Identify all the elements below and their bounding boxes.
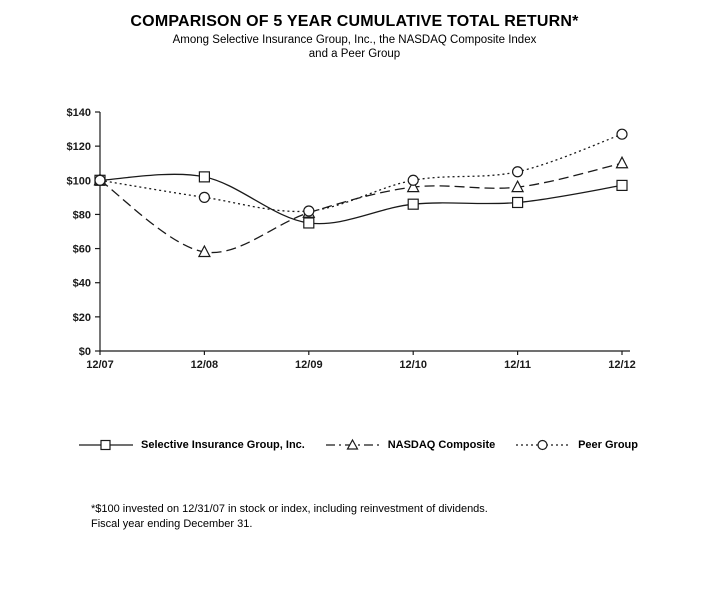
series-line-solid <box>99 173 623 225</box>
y-tick-label: $100 <box>67 175 91 187</box>
circle-marker <box>303 205 315 217</box>
series-line-dashed <box>99 162 623 254</box>
chart-subtitle-line1: Among Selective Insurance Group, Inc., t… <box>172 34 537 46</box>
triangle-marker <box>197 244 211 258</box>
dashed-line-triangle-marker-icon <box>325 438 380 450</box>
y-tick-label: $80 <box>73 209 91 221</box>
legend: Selective Insurance Group, Inc. NASDAQ C… <box>78 438 638 452</box>
y-tick-label: $40 <box>73 278 91 290</box>
footnote: *$100 invested on 12/31/07 in stock or i… <box>91 502 488 531</box>
square-marker <box>407 198 419 210</box>
chart-subtitle: Among Selective Insurance Group, Inc., t… <box>0 33 709 61</box>
y-tick-label: $0 <box>79 346 91 358</box>
triangle-marker <box>406 179 420 193</box>
square-marker <box>198 171 210 183</box>
chart-title: COMPARISON OF 5 YEAR CUMULATIVE TOTAL RE… <box>130 13 579 30</box>
y-tick-label: $120 <box>67 141 91 153</box>
series-line-dotted <box>99 133 623 213</box>
dotted-line-circle-marker-icon <box>516 439 571 451</box>
chart-subtitle-line2: and a Peer Group <box>308 48 401 60</box>
x-tick-label: 12/11 <box>504 359 531 371</box>
solid-line-square-marker-icon <box>79 439 133 451</box>
legend-label-peer: Peer Group <box>578 439 638 451</box>
square-marker <box>616 179 628 192</box>
legend-item-peer: Peer Group <box>515 438 638 452</box>
triangle-marker <box>511 179 525 193</box>
plot-area: $0 $20 $40 $60 $80 $100 $120 $140 12/07 12/08 12/0… <box>67 107 636 371</box>
x-tick-label: 12/10 <box>399 359 427 371</box>
circle-marker <box>198 191 210 203</box>
footnote-line1: *$100 invested on 12/31/07 in stock or i… <box>91 503 488 515</box>
legend-item-selective: Selective Insurance Group, Inc. <box>78 438 305 452</box>
triangle-marker <box>615 155 629 169</box>
circle-marker <box>94 174 106 186</box>
circle-marker <box>511 166 524 178</box>
x-tick-label: 12/07 <box>86 359 114 371</box>
circle-marker <box>407 174 419 186</box>
square-marker <box>511 196 524 209</box>
legend-label-nasdaq: NASDAQ Composite <box>387 439 496 451</box>
legend-item-nasdaq: NASDAQ Composite <box>325 438 496 452</box>
circle-marker <box>616 128 628 140</box>
y-tick-label: $20 <box>73 312 91 324</box>
legend-label-selective: Selective Insurance Group, Inc. <box>141 439 305 451</box>
square-marker <box>303 217 315 229</box>
y-tick-label: $60 <box>73 244 91 256</box>
y-tick-label: $140 <box>67 107 91 119</box>
x-tick-label: 12/09 <box>295 359 323 371</box>
x-tick-label: 12/12 <box>608 359 636 371</box>
title-block: COMPARISON OF 5 YEAR CUMULATIVE TOTAL RE… <box>0 13 709 61</box>
x-tick-label: 12/08 <box>191 359 219 371</box>
footnote-line2: Fiscal year ending December 31. <box>91 517 253 530</box>
